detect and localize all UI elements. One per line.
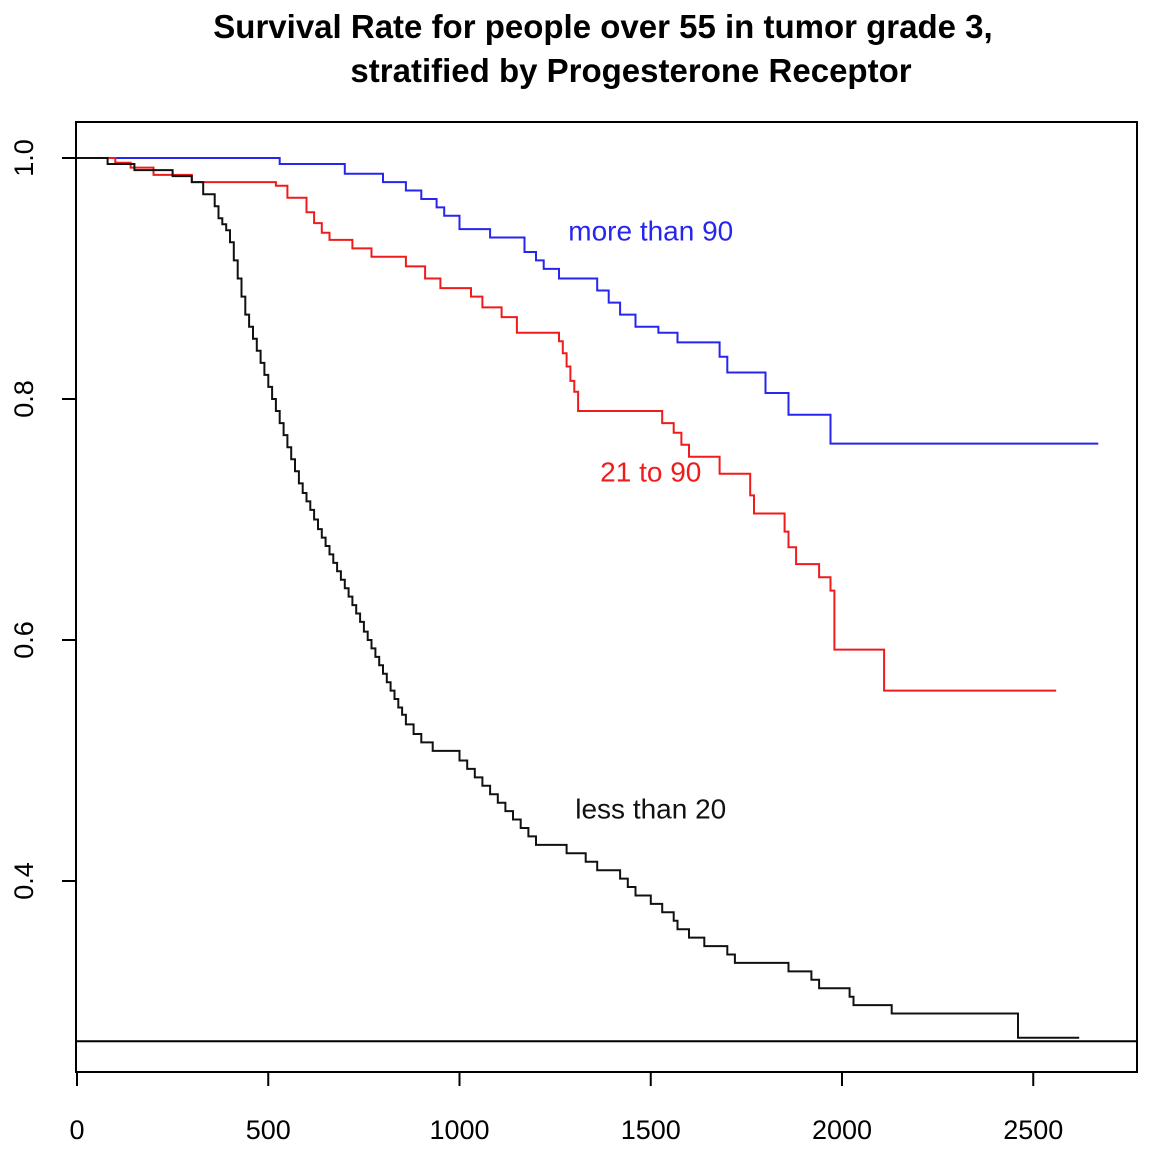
curve-label-more-than-90: more than 90 bbox=[568, 215, 733, 246]
y-tick-label: 1.0 bbox=[9, 139, 39, 177]
chart-title-line-1: Survival Rate for people over 55 in tumo… bbox=[213, 8, 992, 45]
x-tick-label: 1500 bbox=[621, 1115, 681, 1145]
survival-curve-less-than-20 bbox=[77, 157, 1080, 1039]
x-tick-label: 500 bbox=[246, 1115, 291, 1145]
chart-title-line-2: stratified by Progesterone Receptor bbox=[350, 52, 911, 89]
plot-area: 0 500 1000 1500 2000 2500 0.4 0.6 0.8 1.0 more tha… bbox=[9, 121, 1138, 1145]
curve-label-21-to-90: 21 to 90 bbox=[600, 456, 701, 487]
x-tick-label: 2000 bbox=[812, 1115, 872, 1145]
curve-label-less-than-20: less than 20 bbox=[575, 794, 726, 825]
y-tick-label: 0.4 bbox=[9, 862, 39, 900]
y-tick-label: 0.8 bbox=[9, 380, 39, 418]
x-tick-label: 0 bbox=[69, 1115, 84, 1145]
x-tick-label: 1000 bbox=[429, 1115, 489, 1145]
survival-curve-more-than-90 bbox=[77, 157, 1099, 445]
survival-curve-21-to-90 bbox=[77, 157, 1057, 692]
plot-frame bbox=[75, 121, 1138, 1073]
y-tick-label: 0.6 bbox=[9, 621, 39, 659]
x-tick-label: 2500 bbox=[1003, 1115, 1063, 1145]
